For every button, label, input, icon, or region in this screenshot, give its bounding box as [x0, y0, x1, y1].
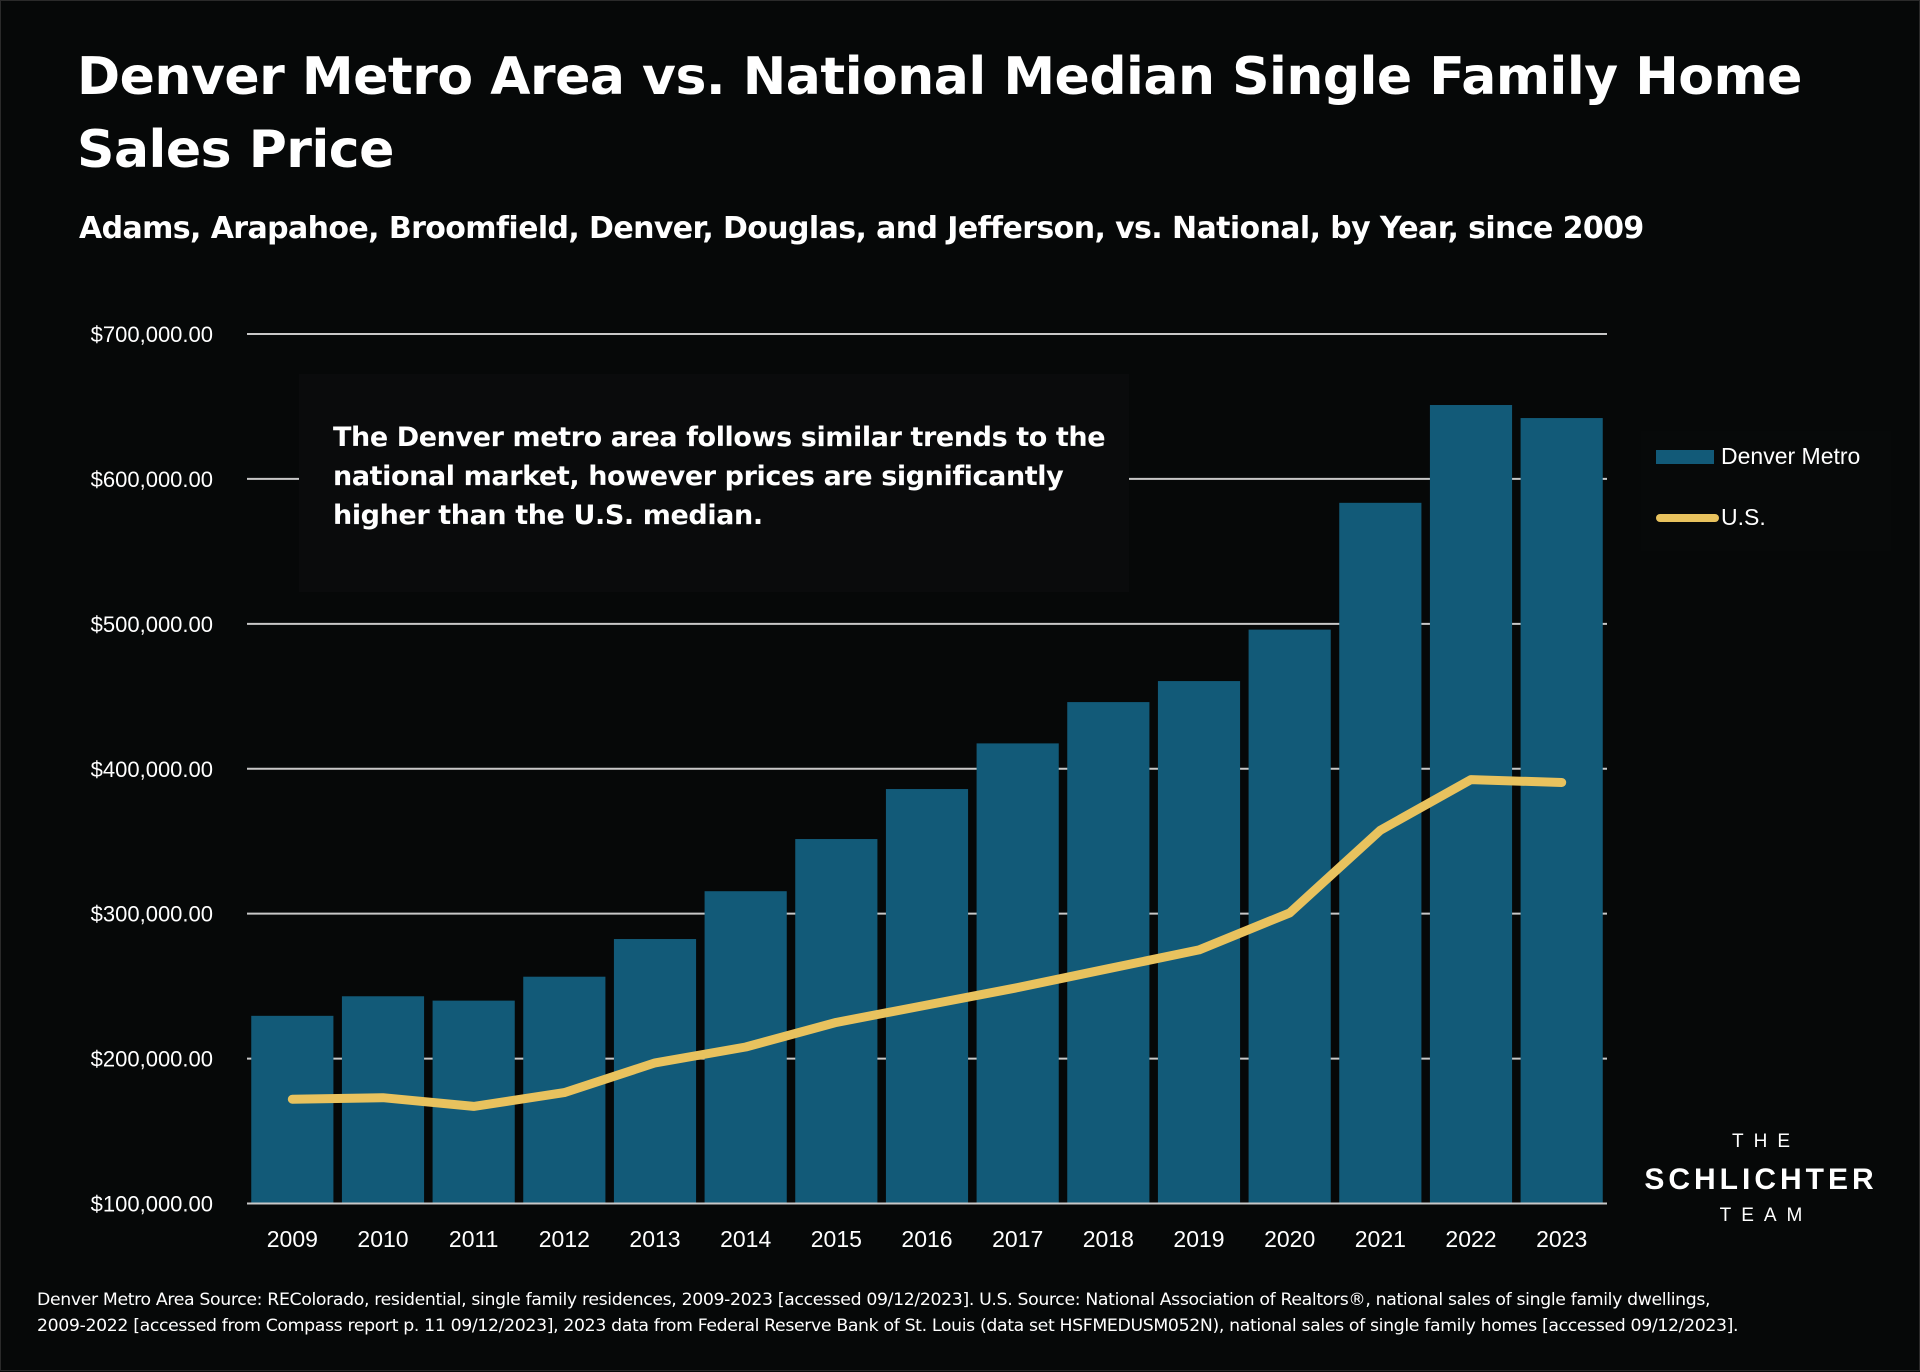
footnote-line-2: 2009-2022 [accessed from Compass report …	[37, 1313, 1907, 1339]
legend-label-denver-metro: Denver Metro	[1721, 443, 1860, 470]
y-tick-label: $100,000.00	[91, 1192, 213, 1217]
x-tick-label: 2010	[357, 1226, 408, 1252]
bar-denver-metro-2017	[977, 743, 1059, 1203]
bar-denver-metro-2023	[1521, 418, 1603, 1203]
y-tick-label: $500,000.00	[91, 612, 213, 637]
x-tick-label: 2017	[992, 1226, 1043, 1252]
bar-denver-metro-2018	[1067, 702, 1149, 1203]
source-footnote: Denver Metro Area Source: REColorado, re…	[37, 1287, 1907, 1339]
schlichter-team-logo: THE SCHLICHTER TEAM	[1631, 1131, 1891, 1227]
x-tick-label: 2012	[539, 1226, 590, 1252]
footnote-line-1: Denver Metro Area Source: REColorado, re…	[37, 1287, 1907, 1313]
legend-item-denver-metro: Denver Metro	[1656, 443, 1860, 470]
logo-line-the: THE	[1631, 1131, 1891, 1153]
y-axis-labels: $100,000.00 $200,000.00 $300,000.00 $400,00…	[91, 322, 213, 1217]
x-tick-label: 2021	[1355, 1226, 1406, 1252]
y-tick-label: $400,000.00	[91, 757, 213, 782]
x-tick-label: 2009	[267, 1226, 318, 1252]
x-tick-label: 2013	[629, 1226, 680, 1252]
x-tick-label: 2019	[1173, 1226, 1224, 1252]
x-tick-label: 2015	[811, 1226, 862, 1252]
legend-swatch-line	[1656, 514, 1719, 522]
bar-denver-metro-2022	[1430, 405, 1512, 1203]
legend-item-us: U.S.	[1656, 504, 1766, 531]
y-tick-label: $700,000.00	[91, 322, 213, 347]
bar-denver-metro-2009	[251, 1016, 333, 1204]
y-tick-label: $200,000.00	[91, 1047, 213, 1072]
x-tick-label: 2016	[901, 1226, 952, 1252]
x-tick-label: 2020	[1264, 1226, 1315, 1252]
x-tick-label: 2018	[1083, 1226, 1134, 1252]
x-tick-label: 2022	[1445, 1226, 1496, 1252]
y-tick-label: $300,000.00	[91, 902, 213, 927]
y-tick-label: $600,000.00	[91, 467, 213, 492]
legend-swatch-bar	[1656, 450, 1714, 464]
logo-line-team: TEAM	[1631, 1205, 1891, 1227]
x-tick-label: 2014	[720, 1226, 771, 1252]
legend-label-us: U.S.	[1721, 504, 1766, 531]
chart-legend: Denver Metro U.S.	[1641, 431, 1891, 551]
x-tick-label: 2011	[449, 1226, 498, 1252]
x-axis-labels: 2009 2010 2011 2012 2013 2014 2015 2016 2017 2018…	[247, 1204, 1607, 1253]
annotation-box: The Denver metro area follows similar tr…	[299, 374, 1129, 592]
x-tick-label: 2023	[1536, 1226, 1587, 1252]
logo-line-schlichter: SCHLICHTER	[1631, 1163, 1891, 1197]
